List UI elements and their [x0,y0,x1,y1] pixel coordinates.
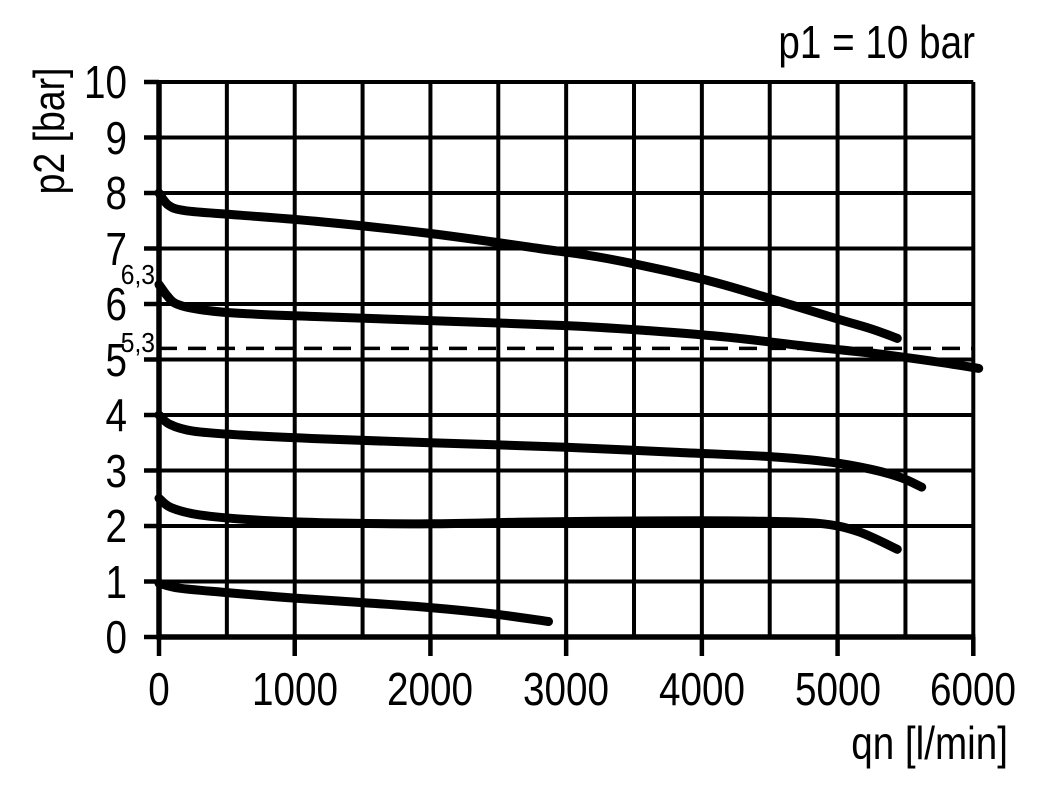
y-tick-label: 6 [105,278,127,330]
x-axis-title: qn [l/min] [851,717,1008,769]
x-tick-label: 5000 [794,663,881,715]
axis-annotation-5-3: 5,3 [120,326,155,358]
y-tick-label: 10 [84,56,127,108]
y-tick-label: 5 [105,333,127,386]
curve-outlet-pressure-setting-1-bar [154,578,553,626]
x-tick-label: 1000 [251,663,338,715]
y-tick-label: 7 [105,222,127,275]
y-tick-label: 8 [105,167,127,219]
x-tick-label: 2000 [387,663,474,715]
y-tick-label: 3 [105,444,127,497]
y-tick-label: 0 [105,611,127,663]
y-tick-label: 1 [105,555,127,608]
curve-outlet-pressure-setting-4-bar [154,410,927,492]
chart-title: p1 = 10 bar [778,16,975,68]
x-tick-label: 0 [148,663,170,715]
x-tick-label: 6000 [930,663,1017,715]
curve-outlet-pressure-setting-2-5-bar [154,493,902,554]
x-tick-label: 4000 [658,663,745,715]
y-tick-label: 2 [105,500,127,552]
y-tick-label: 9 [105,111,127,164]
y-tick-label: 4 [105,389,127,441]
curve-outlet-pressure-setting-6-3-bar [154,280,984,373]
x-tick-label: 3000 [523,663,610,715]
axis-annotation-6-3: 6,3 [120,259,155,291]
curve-outlet-pressure-setting-8-bar [154,188,902,343]
